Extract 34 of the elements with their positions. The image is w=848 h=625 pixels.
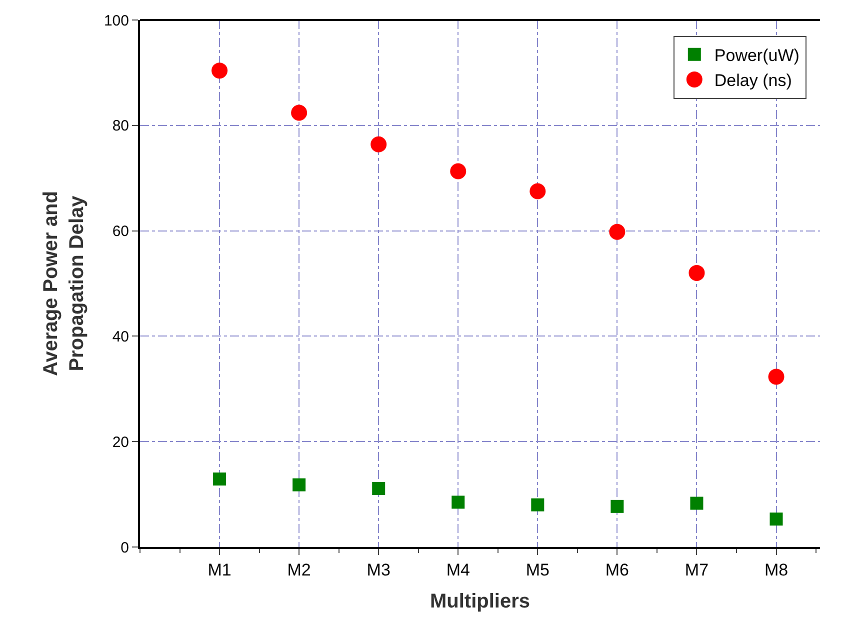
point xyxy=(292,478,306,492)
y-tick-label: 80 xyxy=(112,118,129,135)
point xyxy=(213,472,226,486)
x-tick-label: M6 xyxy=(605,560,630,580)
x-tick-label: M4 xyxy=(446,560,470,580)
point xyxy=(372,482,386,495)
point xyxy=(450,163,466,180)
point xyxy=(452,496,465,509)
point xyxy=(530,183,546,200)
y-tick-label: 100 xyxy=(104,12,129,30)
point xyxy=(770,512,783,526)
x-tick-label: M2 xyxy=(287,560,311,580)
point xyxy=(531,498,544,512)
x-tick-label: M1 xyxy=(208,560,232,580)
x-axis-title: Multipliers xyxy=(430,590,530,612)
point xyxy=(212,62,228,79)
point xyxy=(690,496,704,510)
x-tick-label: M8 xyxy=(764,560,788,580)
x-tick-label: M5 xyxy=(526,560,550,580)
y-tick-label: 60 xyxy=(112,223,129,240)
legend-label: Delay (ns) xyxy=(714,71,792,90)
y-tick-label: 40 xyxy=(112,328,129,346)
point xyxy=(609,224,626,240)
point xyxy=(370,136,387,152)
y-tick-label: 20 xyxy=(112,434,129,451)
point xyxy=(688,264,705,281)
legend-label: Power(uW) xyxy=(714,46,800,65)
point xyxy=(768,368,784,385)
y-axis-title: Average Power and Propagation Delay xyxy=(40,191,88,376)
x-tick-label: M3 xyxy=(366,560,390,580)
point xyxy=(291,104,308,121)
y-tick-label: 0 xyxy=(120,539,129,556)
point xyxy=(610,500,624,513)
x-tick-label: M7 xyxy=(684,560,709,580)
